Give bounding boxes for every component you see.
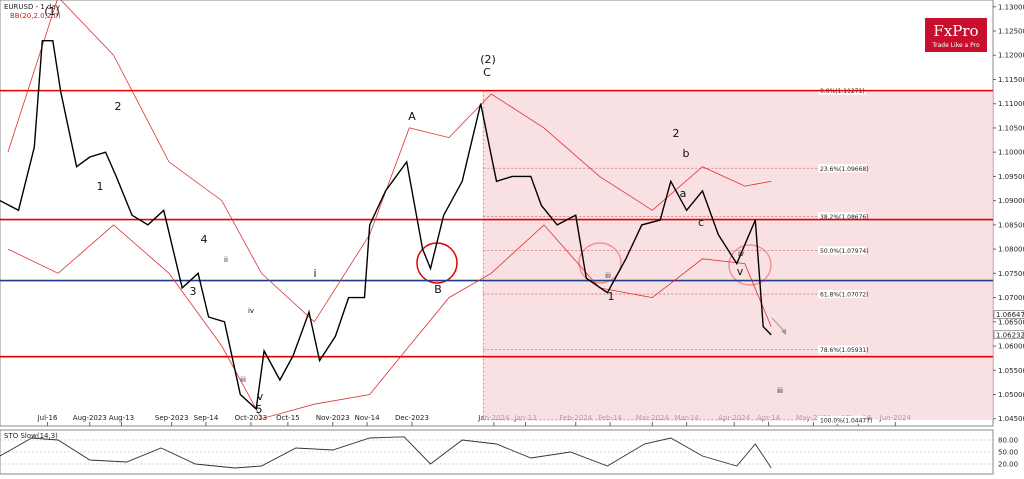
y-tick-label: 1.09500 xyxy=(998,173,1024,181)
fib-zone xyxy=(483,90,993,420)
wave-label: (2) xyxy=(480,53,496,66)
wave-label: 1 xyxy=(97,180,104,193)
stoch-tick-label: 80.00 xyxy=(998,437,1018,445)
wave-label: iv xyxy=(248,307,254,315)
y-tick-label: 1.07500 xyxy=(998,270,1024,278)
wave-label: ii xyxy=(224,256,228,264)
price-line xyxy=(0,40,772,411)
indicator-label: BB(20,2.0,2.0) xyxy=(10,12,61,20)
y-tick-label: 1.12000 xyxy=(998,52,1024,60)
fib-label: 78.6%(1.05931) xyxy=(820,347,869,354)
wave-label: c xyxy=(698,216,704,229)
stoch-tick-label: 50.00 xyxy=(998,449,1018,457)
fib-label: 61.8%(1.07072) xyxy=(820,292,869,299)
x-tick-label: Nov-14 xyxy=(355,414,380,422)
x-tick-label: Sep-14 xyxy=(194,414,219,422)
band-lower xyxy=(7,224,772,420)
wave-label: v xyxy=(257,390,264,403)
stoch-tick-label: 20.00 xyxy=(998,461,1018,469)
fib-label-bg xyxy=(818,212,866,221)
y-tick-label: 1.04500 xyxy=(998,415,1024,423)
x-tick-label: Sep-2023 xyxy=(155,414,189,422)
wave-label: iii xyxy=(240,376,246,384)
indicator-title: STO Slow(14,3) xyxy=(4,432,58,440)
price-tag-bg xyxy=(993,330,1024,340)
x-tick-label: Oct-15 xyxy=(276,414,300,422)
brand-tagline: Trade Like a Pro xyxy=(931,42,980,49)
fib-label-bg xyxy=(818,246,866,255)
wave-label: iii xyxy=(605,272,611,280)
price-tag-bg xyxy=(993,310,1024,319)
wave-label: 2 xyxy=(115,100,122,113)
y-tick-label: 1.09000 xyxy=(998,197,1024,205)
x-tick-label: Jul-16 xyxy=(37,414,58,422)
fib-label: 38.2%(1.08676) xyxy=(820,214,869,221)
x-tick-label: Dec-2023 xyxy=(395,414,429,422)
wave-label: 3 xyxy=(190,285,197,298)
brand-box xyxy=(925,18,987,52)
y-tick-label: 1.10500 xyxy=(998,124,1024,132)
chart-title: EURUSD - 1 day xyxy=(4,3,60,11)
y-tick-label: 1.12500 xyxy=(998,28,1024,36)
stoch-line xyxy=(0,436,772,469)
y-tick-label: 1.11500 xyxy=(998,76,1024,84)
y-tick-label: 1.05000 xyxy=(998,391,1024,399)
wave-label: C xyxy=(483,66,491,79)
x-tick-label: Aug-13 xyxy=(109,414,134,422)
wave-label: 4 xyxy=(201,233,208,246)
x-tick-label: Nov-2023 xyxy=(316,414,350,422)
fib-label-bg xyxy=(818,164,866,173)
wave-label: b xyxy=(683,147,690,160)
x-tick-label: Aug-2023 xyxy=(73,414,107,422)
y-tick-label: 1.08500 xyxy=(998,221,1024,229)
fib-label: 100.0%(1.04477) xyxy=(820,417,872,424)
x-tick-label: Oct-2023 xyxy=(235,414,267,422)
fib-label-bg xyxy=(818,345,866,354)
fib-label-bg xyxy=(818,415,866,424)
y-tick-label: 1.10000 xyxy=(998,149,1024,157)
y-tick-label: 1.05500 xyxy=(998,367,1024,375)
y-tick-label: 1.11000 xyxy=(998,100,1024,108)
fib-label-bg xyxy=(818,290,866,299)
wave-label: B xyxy=(434,283,442,296)
y-tick-label: 1.08000 xyxy=(998,246,1024,254)
wave-label: i xyxy=(313,267,316,280)
price-tag: 1.06647 xyxy=(996,311,1024,319)
wave-label: 5 xyxy=(256,403,263,416)
wave-label: iv xyxy=(738,250,744,258)
y-tick-label: 1.07000 xyxy=(998,294,1024,302)
y-tick-label: 1.06500 xyxy=(998,318,1024,326)
y-tick-label: 1.06000 xyxy=(998,343,1024,351)
y-tick-label: 1.13000 xyxy=(998,3,1024,11)
wave-label: a xyxy=(680,187,687,200)
fib-label: 50.0%(1.07974) xyxy=(820,248,869,255)
fib-label: 0.0%(1.11271) xyxy=(820,88,865,95)
wave-label: 1 xyxy=(608,290,615,303)
wave-label: 2 xyxy=(673,127,680,140)
band-upper xyxy=(7,0,772,323)
wave-label: (1) xyxy=(44,5,60,18)
fib-label: 23.6%(1.09668) xyxy=(820,166,869,173)
wave-label: A xyxy=(408,110,416,123)
wave-label: iii xyxy=(777,387,783,395)
brand: FxPro xyxy=(933,22,978,40)
wave-label: v xyxy=(737,265,744,278)
price-tag: 1.06232 xyxy=(996,331,1024,339)
